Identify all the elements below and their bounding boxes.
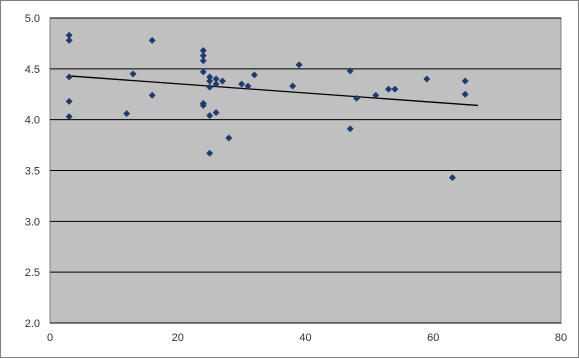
- data-point: [225, 134, 233, 142]
- data-point: [148, 91, 156, 99]
- y-tick-label: 4.0: [25, 115, 40, 127]
- data-point: [206, 149, 214, 157]
- data-point: [212, 80, 220, 88]
- x-tick-label: 20: [172, 332, 184, 344]
- data-point: [199, 68, 207, 76]
- data-point: [250, 71, 258, 79]
- data-point: [423, 75, 431, 83]
- data-point: [212, 108, 220, 117]
- y-tick-label: 2.5: [25, 267, 40, 279]
- data-point: [244, 82, 252, 90]
- x-tick-label: 0: [47, 332, 53, 344]
- data-point: [123, 110, 131, 118]
- data-point: [448, 174, 456, 182]
- data-point: [218, 77, 227, 85]
- data-point: [65, 97, 73, 105]
- data-point: [148, 36, 156, 44]
- data-point: [65, 73, 73, 81]
- data-point: [346, 67, 354, 75]
- x-tick-label: 60: [427, 332, 439, 344]
- data-point: [199, 101, 207, 109]
- data-point: [238, 80, 246, 88]
- data-point: [346, 125, 354, 133]
- data-point: [461, 77, 469, 85]
- y-tick-label: 5.0: [25, 13, 40, 25]
- data-point: [295, 61, 303, 69]
- data-point: [206, 112, 214, 120]
- y-tick-label: 2.0: [25, 318, 40, 330]
- trendline: [69, 75, 479, 107]
- data-point: [391, 85, 399, 93]
- x-tick-label: 40: [299, 332, 311, 344]
- data-point: [353, 94, 361, 102]
- data-point: [372, 91, 380, 99]
- data-point: [289, 82, 297, 90]
- data-point: [206, 83, 214, 91]
- data-point: [65, 36, 73, 44]
- data-point: [65, 113, 73, 121]
- data-point: [384, 85, 393, 93]
- data-point: [199, 57, 207, 65]
- data-point: [129, 70, 137, 78]
- x-tick-label: 80: [555, 332, 567, 344]
- data-point: [461, 90, 469, 98]
- y-tick-label: 3.0: [25, 216, 40, 228]
- y-tick-label: 4.5: [25, 64, 40, 76]
- y-tick-label: 3.5: [25, 166, 40, 178]
